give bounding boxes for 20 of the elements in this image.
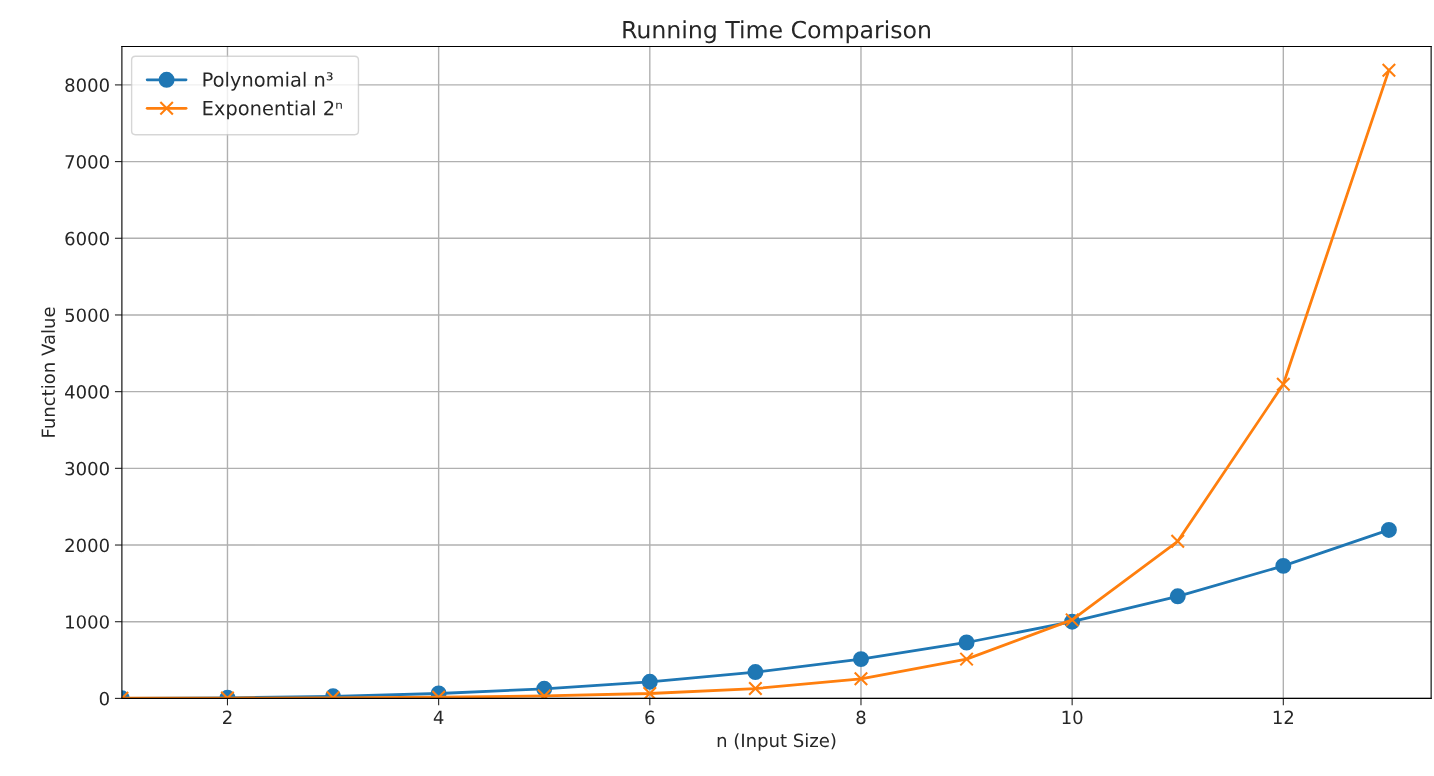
x-tick-label: 8 xyxy=(856,710,866,725)
x-tick-label: 12 xyxy=(1273,710,1293,724)
y-tick-label: 0 xyxy=(99,691,109,706)
y-tick-label: 2000 xyxy=(65,538,109,553)
y-axis-title: Function Value xyxy=(41,307,56,437)
x-tick-label: 10 xyxy=(1062,710,1083,725)
x-tick-label: 6 xyxy=(645,710,655,725)
y-tick-label: 6000 xyxy=(65,231,109,246)
y-tick-label: 5000 xyxy=(65,308,109,323)
y-tick-label: 1000 xyxy=(66,615,109,629)
y-tick-label: 4000 xyxy=(65,385,109,399)
legend-label: Polynomial n³ xyxy=(203,71,333,91)
x-tick-label: 2 xyxy=(223,710,232,724)
y-tick-label: 3000 xyxy=(65,461,109,476)
y-tick-label: 7000 xyxy=(65,155,109,169)
x-axis-title: n (Input Size) xyxy=(717,733,836,751)
x-tick-label: 4 xyxy=(433,710,444,724)
y-tick-label: 8000 xyxy=(65,78,109,93)
legend-label: Exponential 2ⁿ xyxy=(203,100,342,120)
chart-title: Running Time Comparison xyxy=(623,20,930,44)
